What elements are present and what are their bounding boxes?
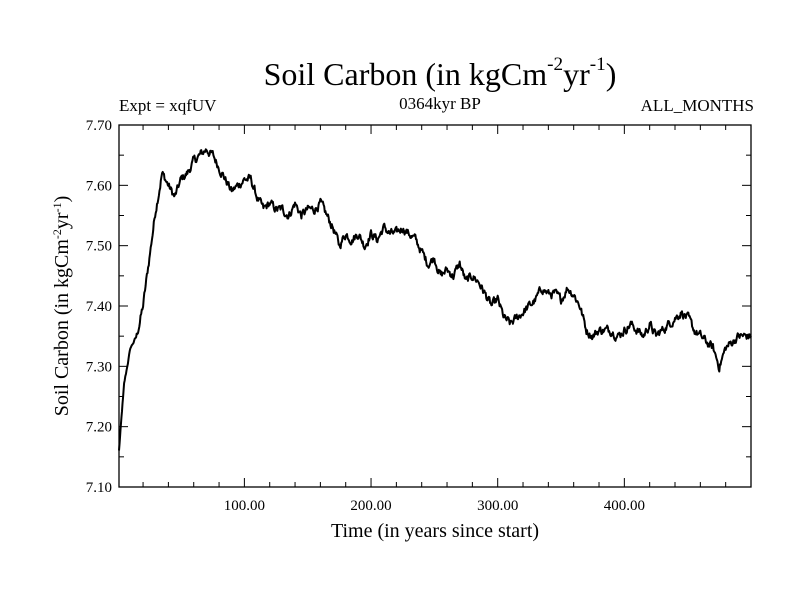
y-tick-label: 7.10 bbox=[86, 480, 112, 496]
y-tick-label: 7.60 bbox=[86, 178, 112, 194]
y-tick-label: 7.40 bbox=[86, 299, 112, 315]
y-tick-label: 7.50 bbox=[86, 239, 112, 255]
x-tick-label: 200.00 bbox=[350, 498, 391, 514]
period-label: 0364kyr BP bbox=[399, 94, 481, 113]
plot-frame bbox=[118, 124, 752, 488]
experiment-label: Expt = xqfUV bbox=[119, 96, 217, 115]
x-tick-label: 100.00 bbox=[224, 498, 265, 514]
y-axis-label: Soil Carbon (in kgCm-2yr-1) bbox=[50, 196, 73, 417]
y-tick-label: 7.70 bbox=[86, 118, 112, 134]
x-tick-label: 400.00 bbox=[604, 498, 645, 514]
x-axis-label: Time (in years since start) bbox=[331, 520, 539, 542]
series-line-soil-carbon bbox=[118, 148, 752, 451]
y-tick-label: 7.20 bbox=[86, 420, 112, 436]
months-label: ALL_MONTHS bbox=[640, 96, 754, 115]
chart-title: Soil Carbon (in kgCm-2yr-1) bbox=[263, 54, 617, 92]
x-tick-label: 300.00 bbox=[477, 498, 518, 514]
y-tick-label: 7.30 bbox=[86, 359, 112, 375]
